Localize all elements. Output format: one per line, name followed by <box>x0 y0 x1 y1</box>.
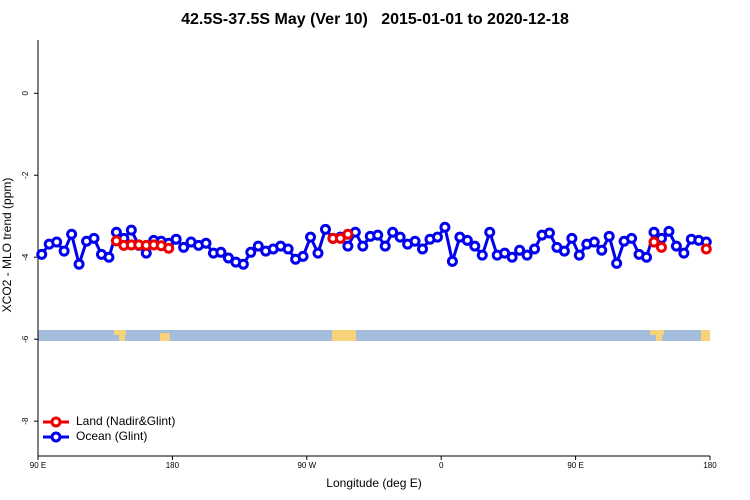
land-patch <box>119 335 125 341</box>
x-tick-label: 0 <box>439 461 444 470</box>
data-point <box>51 236 63 248</box>
data-point <box>588 236 600 248</box>
legend-marker <box>50 416 62 428</box>
data-point <box>58 245 70 257</box>
data-point <box>446 255 458 267</box>
y-tick-label: -2 <box>21 171 30 179</box>
data-point <box>394 231 406 243</box>
data-point <box>245 246 257 258</box>
legend-label: Land (Nadir&Glint) <box>76 414 175 428</box>
data-point <box>379 240 391 252</box>
x-tick-label: 90 E <box>567 461 583 470</box>
data-point <box>110 235 122 247</box>
data-point <box>506 251 518 263</box>
data-point <box>170 233 182 245</box>
data-point <box>469 240 481 252</box>
data-point <box>88 232 100 244</box>
data-point <box>163 242 175 254</box>
surface-band <box>38 330 710 341</box>
data-point <box>237 258 249 270</box>
land-patch <box>332 330 356 341</box>
data-point <box>178 241 190 253</box>
data-point <box>476 249 488 261</box>
data-point <box>357 240 369 252</box>
data-point <box>342 240 354 252</box>
data-point <box>641 251 653 263</box>
data-point <box>125 224 137 236</box>
data-point <box>252 240 264 252</box>
data-point <box>573 249 585 261</box>
legend-marker <box>50 431 62 443</box>
y-tick-label: -8 <box>21 417 30 425</box>
data-point <box>73 258 85 270</box>
y-tick-label: -6 <box>21 335 30 343</box>
land-patch <box>701 330 710 341</box>
x-tick-label: 90 W <box>297 461 316 470</box>
data-point <box>431 231 443 243</box>
data-point <box>648 236 660 248</box>
data-point <box>409 235 421 247</box>
chart-title: 42.5S-37.5S May (Ver 10) 2015-01-01 to 2… <box>181 11 569 28</box>
data-point <box>566 232 578 244</box>
legend-label: Ocean (Glint) <box>76 429 147 443</box>
data-point <box>529 243 541 255</box>
data-point <box>663 225 675 237</box>
data-point <box>603 230 615 242</box>
y-tick-label: 0 <box>21 91 30 96</box>
land-patch <box>160 333 170 341</box>
data-point <box>110 226 122 238</box>
data-point <box>297 250 309 262</box>
data-point <box>417 243 429 255</box>
data-point <box>514 244 526 256</box>
data-point <box>543 227 555 239</box>
x-axis-label: Longitude (deg E) <box>326 476 421 490</box>
data-point <box>678 247 690 259</box>
y-axis-label: XCO2 - MLO trend (ppm) <box>0 178 14 313</box>
data-point <box>200 237 212 249</box>
data-point <box>342 228 354 240</box>
data-point <box>215 246 227 258</box>
data-point <box>700 243 712 255</box>
data-point <box>461 234 473 246</box>
data-point <box>484 226 496 238</box>
x-tick-label: 180 <box>166 461 180 470</box>
data-point <box>655 241 667 253</box>
land-patch <box>650 330 664 335</box>
data-point <box>319 223 331 235</box>
land-patch <box>656 335 662 341</box>
ocean-band <box>38 330 710 341</box>
data-point <box>282 243 294 255</box>
data-point <box>66 228 78 240</box>
data-point <box>611 257 623 269</box>
data-point <box>372 229 384 241</box>
land-patch <box>114 330 126 335</box>
data-point <box>305 231 317 243</box>
data-point <box>648 226 660 238</box>
x-tick-label: 90 E <box>30 461 46 470</box>
data-point <box>626 232 638 244</box>
data-point <box>670 240 682 252</box>
data-point <box>521 249 533 261</box>
x-tick-label: 180 <box>703 461 717 470</box>
data-point <box>36 248 48 260</box>
data-point <box>596 244 608 256</box>
data-point <box>103 251 115 263</box>
data-point <box>312 247 324 259</box>
data-point <box>558 245 570 257</box>
data-point <box>387 226 399 238</box>
data-point <box>439 221 451 233</box>
y-tick-label: -4 <box>21 253 30 261</box>
